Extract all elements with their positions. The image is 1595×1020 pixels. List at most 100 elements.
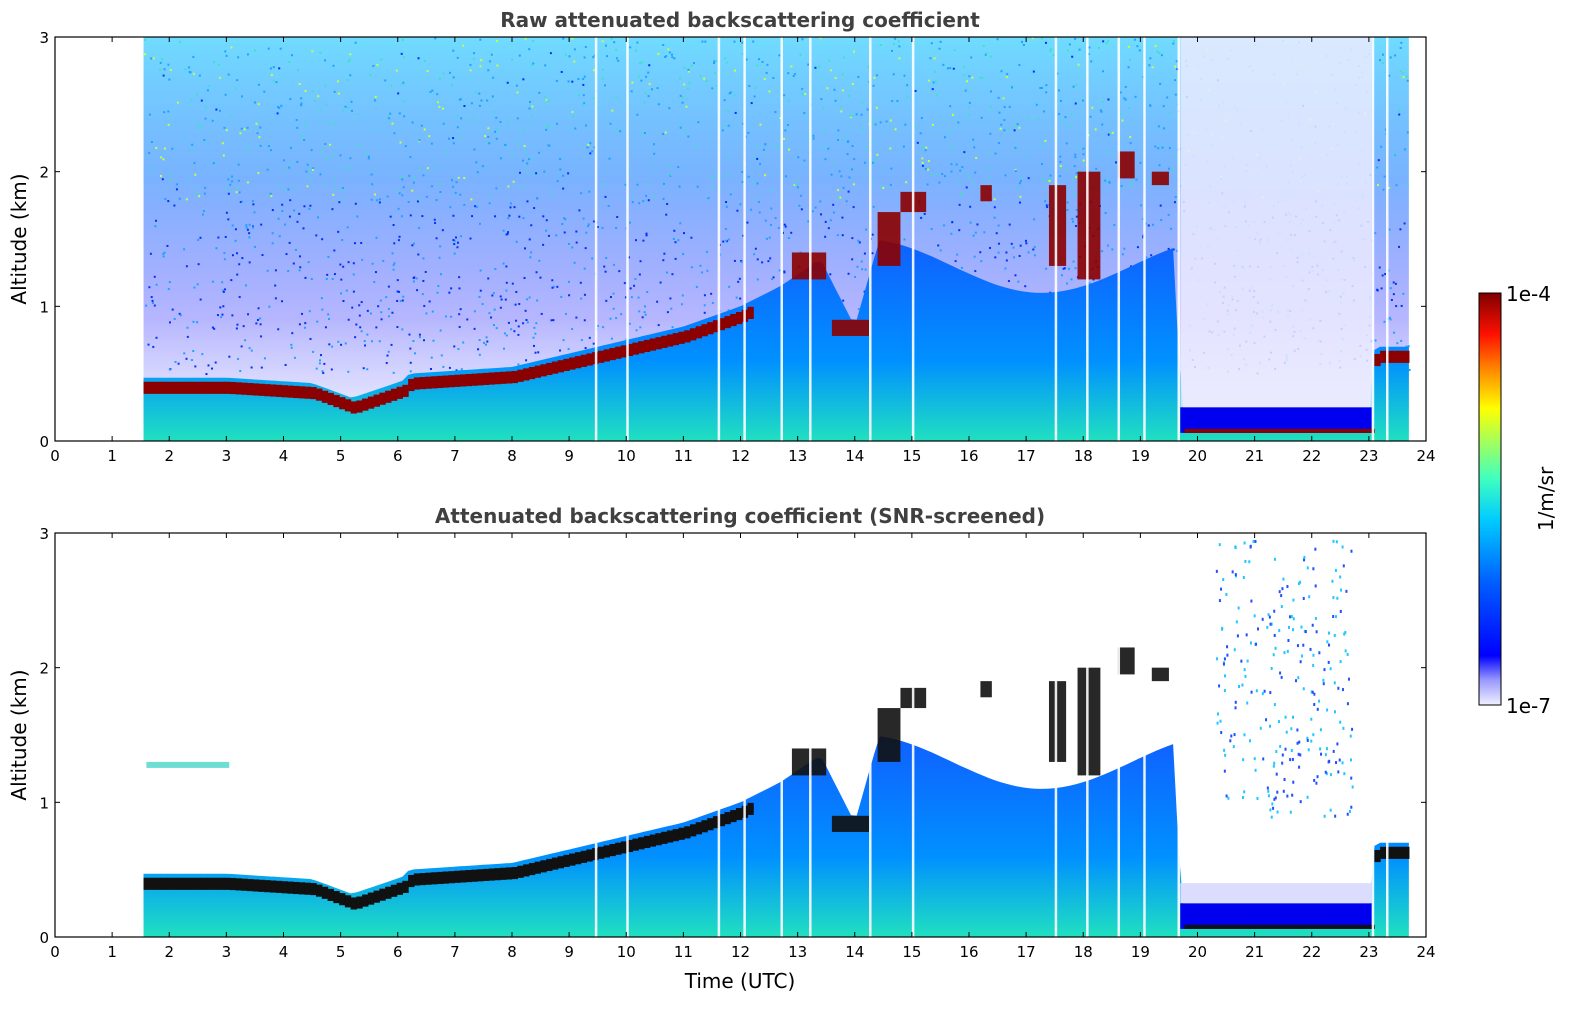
aerosol-layer bbox=[241, 382, 248, 395]
noise-speck bbox=[473, 115, 476, 118]
noise-speck bbox=[679, 94, 682, 97]
noise-speck bbox=[873, 76, 876, 79]
noise-speck bbox=[340, 188, 343, 191]
noise-speck bbox=[1393, 331, 1396, 334]
noise-speck bbox=[421, 215, 424, 218]
noise-speck bbox=[208, 84, 211, 87]
noise-speck bbox=[1045, 84, 1048, 87]
noise-speck bbox=[510, 328, 513, 331]
noise-speck bbox=[829, 273, 832, 276]
noise-speck bbox=[387, 315, 390, 318]
noise-speck bbox=[1008, 223, 1011, 226]
aerosol-speck bbox=[1281, 753, 1284, 757]
noise-speck bbox=[471, 215, 474, 218]
noise-speck bbox=[893, 42, 896, 45]
noise-speck bbox=[247, 313, 250, 316]
noise-speck bbox=[360, 301, 363, 304]
noise-speck bbox=[846, 132, 849, 135]
noise-speck bbox=[1081, 99, 1084, 102]
aerosol-speck bbox=[1243, 541, 1246, 545]
noise-speck bbox=[371, 183, 374, 186]
aerosol-layer bbox=[385, 390, 392, 403]
noise-speck bbox=[690, 64, 693, 67]
noise-speck bbox=[321, 370, 324, 373]
noise-speck bbox=[1089, 115, 1092, 118]
aerosol-layer bbox=[362, 398, 369, 411]
aerosol-layer bbox=[247, 879, 254, 892]
noise-speck bbox=[305, 170, 308, 173]
noise-speck bbox=[1004, 267, 1007, 270]
aerosol-layer bbox=[569, 357, 576, 370]
noise-speck bbox=[604, 44, 607, 47]
noise-speck bbox=[536, 299, 539, 302]
aerosol-speck bbox=[1249, 641, 1252, 645]
noise-speck bbox=[238, 263, 241, 266]
noise-speck bbox=[573, 60, 576, 63]
noise-speck bbox=[778, 269, 781, 272]
aerosol-layer bbox=[270, 880, 277, 893]
noise-speck bbox=[579, 281, 582, 284]
noise-speck bbox=[296, 69, 299, 72]
noise-speck bbox=[239, 132, 242, 135]
noise-speck bbox=[416, 289, 419, 292]
noise-speck bbox=[361, 258, 364, 261]
noise-speck bbox=[204, 106, 207, 109]
aerosol-layer bbox=[166, 381, 173, 394]
aerosol-speck bbox=[1283, 651, 1286, 655]
noise-speck bbox=[347, 106, 350, 109]
noise-speck bbox=[530, 251, 533, 254]
noise-speck bbox=[389, 112, 392, 115]
aerosol-layer bbox=[557, 360, 564, 373]
noise-speck bbox=[793, 183, 796, 186]
noise-speck bbox=[1071, 55, 1074, 58]
aerosol-speck bbox=[1266, 625, 1269, 629]
noise-speck bbox=[797, 156, 800, 159]
aerosol-speck bbox=[1215, 569, 1218, 573]
noise-speck bbox=[1074, 102, 1077, 105]
aerosol-layer bbox=[172, 877, 179, 890]
aerosol-speck bbox=[1337, 686, 1340, 690]
noise-speck bbox=[949, 105, 952, 108]
noise-speck bbox=[1014, 274, 1017, 277]
noise-speck bbox=[487, 127, 490, 130]
noise-speck bbox=[939, 40, 942, 43]
aerosol-layer bbox=[396, 882, 403, 895]
noise-speck bbox=[639, 62, 642, 65]
aerosol-speck bbox=[1280, 605, 1283, 609]
noise-speck bbox=[1128, 106, 1131, 109]
noise-speck bbox=[933, 57, 936, 60]
noise-speck bbox=[367, 157, 370, 160]
noise-speck bbox=[474, 91, 477, 94]
y-tick-label: 1 bbox=[39, 298, 49, 316]
aerosol-layer bbox=[1230, 428, 1237, 433]
noise-speck bbox=[756, 145, 759, 148]
aerosol-speck bbox=[1266, 786, 1269, 790]
noise-speck bbox=[1018, 126, 1021, 129]
aerosol-layer bbox=[684, 330, 691, 343]
noise-speck bbox=[1402, 292, 1405, 295]
noise-speck bbox=[219, 306, 222, 309]
data-gap bbox=[626, 533, 629, 937]
noise-speck bbox=[847, 272, 850, 275]
x-tick-label: 16 bbox=[959, 943, 978, 961]
noise-speck bbox=[319, 51, 322, 54]
noise-speck bbox=[167, 110, 170, 113]
noise-speck bbox=[377, 305, 380, 308]
aerosol-layer bbox=[373, 394, 380, 407]
noise-speck bbox=[526, 162, 529, 165]
noise-speck bbox=[747, 131, 750, 134]
noise-speck bbox=[641, 61, 644, 64]
noise-speck bbox=[449, 206, 452, 209]
aerosol-layer bbox=[408, 378, 415, 392]
noise-speck bbox=[417, 253, 420, 256]
noise-speck bbox=[723, 124, 726, 127]
aerosol-speck bbox=[1343, 632, 1346, 636]
x-tick-label: 13 bbox=[788, 447, 807, 465]
noise-speck bbox=[462, 44, 465, 47]
noise-speck bbox=[534, 351, 537, 354]
aerosol-speck bbox=[1226, 653, 1229, 657]
noise-speck bbox=[190, 149, 193, 152]
aerosol-layer bbox=[436, 871, 444, 885]
noise-speck bbox=[518, 171, 521, 174]
aerosol-layer bbox=[178, 381, 185, 394]
